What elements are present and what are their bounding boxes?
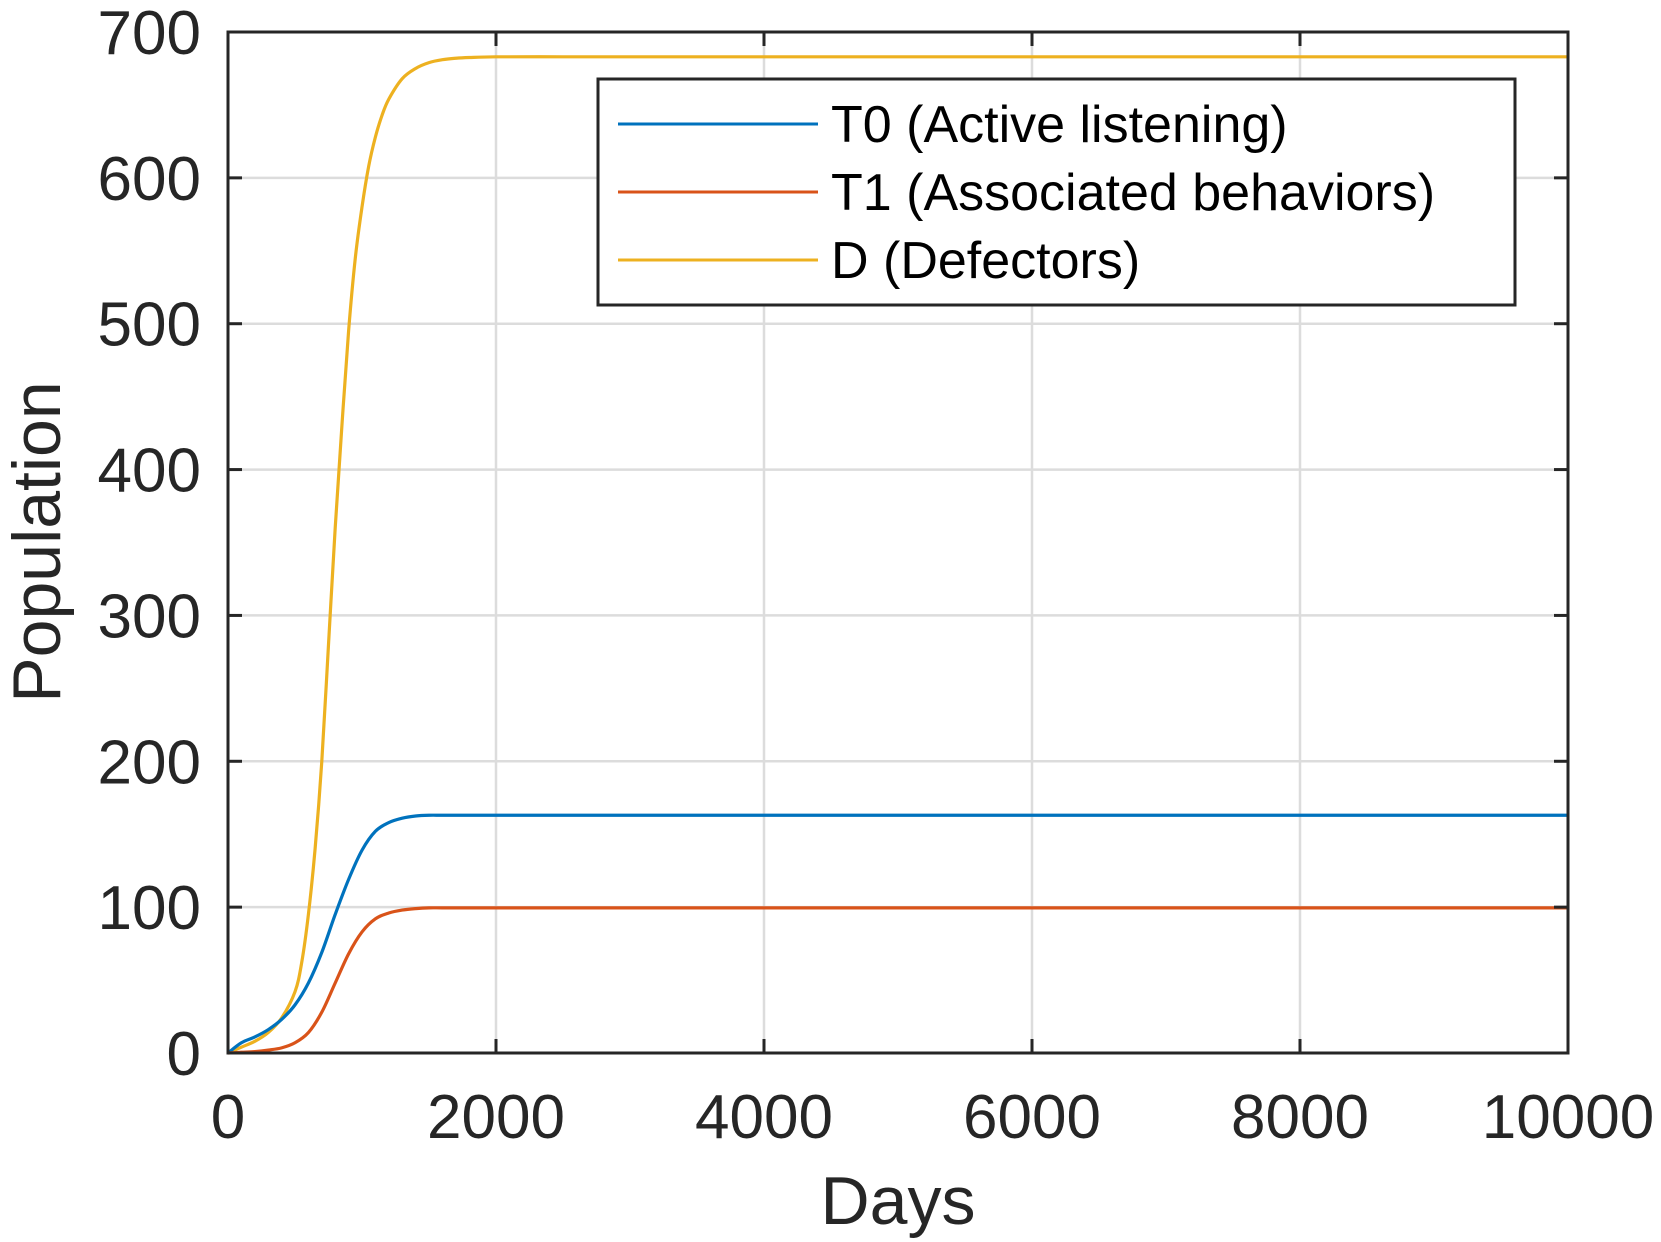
legend-label-t1: T1 (Associated behaviors)	[831, 164, 1435, 222]
legend-label-t0: T0 (Active listening)	[831, 96, 1288, 154]
y-tick-label: 200	[98, 728, 201, 797]
axes-box	[226, 30, 1570, 1055]
y-tick-label: 500	[98, 291, 201, 360]
y-tick-label: 400	[98, 437, 201, 506]
x-tick-label: 0	[211, 1083, 245, 1152]
x-tick-label: 10000	[1482, 1083, 1654, 1152]
y-tick-label: 100	[98, 874, 201, 943]
x-tick-label: 8000	[1231, 1083, 1369, 1152]
x-tick-label: 4000	[695, 1083, 833, 1152]
series-line-2	[227, 55, 1568, 1055]
series-line-0	[227, 813, 1568, 1055]
y-tick-labels: 0 100 200 300 400 500 600 700	[98, 0, 201, 1089]
y-tick-label: 0	[167, 1020, 201, 1089]
y-tick-label: 300	[98, 582, 201, 651]
axis-ticks	[226, 30, 1570, 1055]
y-axis-title: Population	[0, 381, 75, 702]
x-tick-labels: 0 2000 4000 6000 8000 10000	[211, 1083, 1654, 1152]
y-tick-label: 600	[98, 145, 201, 214]
x-tick-label: 2000	[427, 1083, 565, 1152]
series-layer	[227, 55, 1568, 1055]
series-line-1	[227, 906, 1568, 1055]
x-tick-label: 6000	[963, 1083, 1101, 1152]
x-axis-title: Days	[821, 1163, 976, 1239]
legend-label-d: D (Defectors)	[831, 232, 1140, 290]
y-tick-label: 700	[98, 0, 201, 68]
legend: T0 (Active listening) T1 (Associated beh…	[596, 77, 1517, 307]
